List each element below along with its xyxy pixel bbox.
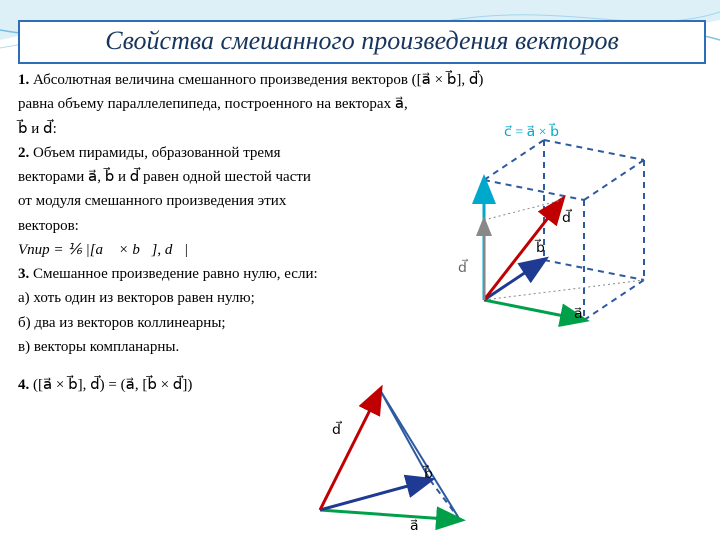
item2-lead: 2. [18,145,29,161]
item1-line3: b⃗ и d⃗: [18,119,702,139]
item1-line1: 1. Абсолютная величина смешанного произв… [18,70,702,90]
item4-text: ([a⃗ × b⃗], d⃗) = (a⃗, [b⃗ × d⃗]) [29,377,192,393]
item3-b: б) два из векторов коллинеарны; [18,313,418,333]
item3-line1: 3. Смешанное произведение равно нулю, ес… [18,264,418,284]
content-area: 1. Абсолютная величина смешанного произв… [18,66,702,399]
item2-line4: векторов: [18,216,418,236]
pyr-b-label: b⃗ [424,466,433,483]
pyramid-diagram: a⃗ b⃗ d⃗ [260,380,520,530]
item2-text-a: Объем пирамиды, образованной тремя [29,145,280,161]
pyr-a-label: a⃗ [410,518,419,535]
item2-line3: от модуля смешанного произведения этих [18,191,418,211]
item1-lead: 1. [18,72,29,88]
item4-line: 4. ([a⃗ × b⃗], d⃗) = (a⃗, [b⃗ × d⃗]) [18,375,702,395]
item4-lead: 4. [18,377,29,393]
item3-a: а) хоть один из векторов равен нулю; [18,288,418,308]
page-title: Свойства смешанного произведения векторо… [18,20,706,64]
pyr-d-label: d⃗ [332,422,341,439]
formula-vpyr: Vпир = ⅙ |[a⃗ × b⃗], d⃗| [18,240,418,260]
item3-lead: 3. [18,266,29,282]
item1-text-a: Абсолютная величина смешанного произведе… [29,72,483,88]
item2-line2: векторами a⃗, b⃗ и d⃗ равен одной шестой… [18,167,418,187]
item2-line1: 2. Объем пирамиды, образованной тремя [18,143,418,163]
item1-line2: равна объему параллелепипеда, построенно… [18,94,702,114]
item3-c: в) векторы компланарны. [18,337,418,357]
item3-text: Смешанное произведение равно нулю, если: [29,266,317,282]
